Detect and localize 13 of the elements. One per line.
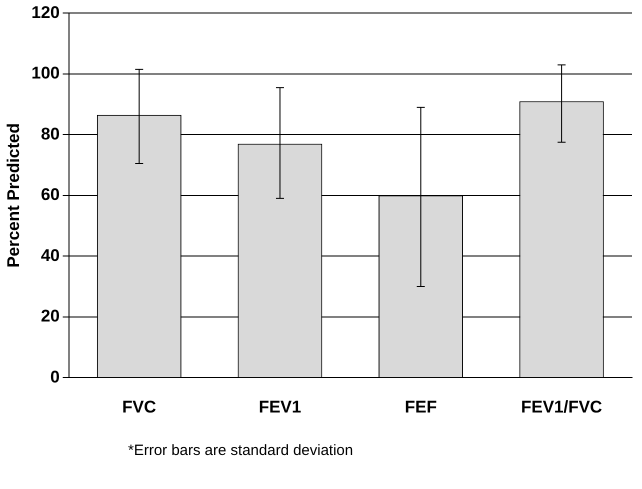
y-tick-label: 120 xyxy=(31,2,60,22)
y-tick-label: 60 xyxy=(40,185,60,204)
y-tick-label: 0 xyxy=(50,367,60,386)
y-tick-label: 20 xyxy=(40,306,60,326)
x-tick-label: FEV1 xyxy=(258,397,302,416)
y-tick-label: 100 xyxy=(31,64,60,83)
y-tick-label: 40 xyxy=(40,246,60,265)
x-tick-label: FEV1/FVC xyxy=(520,397,602,416)
y-tick-label: 80 xyxy=(40,124,60,144)
y-axis-title: Percent Predicted xyxy=(4,123,23,268)
x-tick-label: FEF xyxy=(404,397,437,416)
text: *Error bars are standard deviation xyxy=(128,442,354,459)
x-tick-label: FVC xyxy=(122,397,156,416)
